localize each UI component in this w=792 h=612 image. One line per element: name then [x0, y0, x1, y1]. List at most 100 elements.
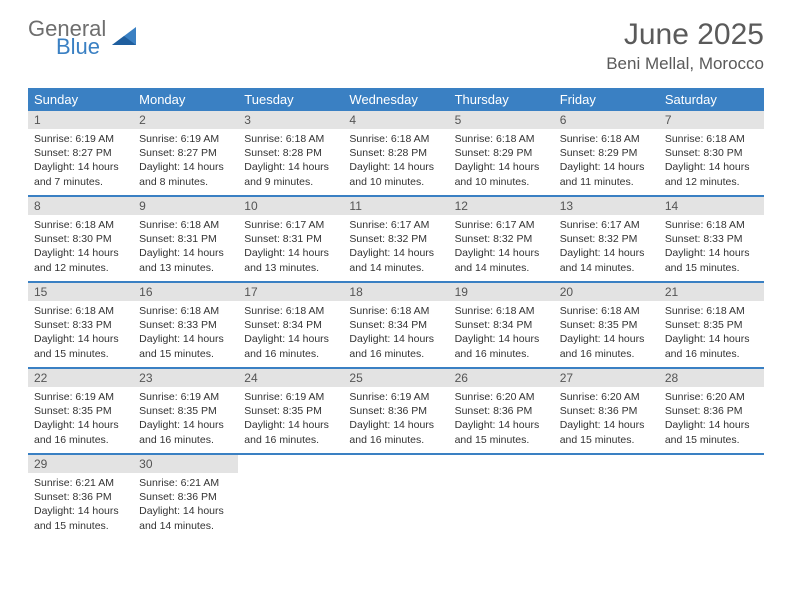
- day-body: Sunrise: 6:18 AMSunset: 8:35 PMDaylight:…: [659, 301, 764, 365]
- day-number: 2: [133, 111, 238, 129]
- sunset-line: Sunset: 8:31 PM: [139, 232, 232, 246]
- day-body: Sunrise: 6:18 AMSunset: 8:34 PMDaylight:…: [238, 301, 343, 365]
- day-number: 22: [28, 369, 133, 387]
- sail-icon: [112, 27, 140, 49]
- sunset-line: Sunset: 8:31 PM: [244, 232, 337, 246]
- day-cell: 21Sunrise: 6:18 AMSunset: 8:35 PMDayligh…: [659, 283, 764, 367]
- day-cell: 15Sunrise: 6:18 AMSunset: 8:33 PMDayligh…: [28, 283, 133, 367]
- day-number: 4: [343, 111, 448, 129]
- daylight-line: Daylight: 14 hours and 14 minutes.: [560, 246, 653, 274]
- day-body: Sunrise: 6:18 AMSunset: 8:31 PMDaylight:…: [133, 215, 238, 279]
- day-body: Sunrise: 6:18 AMSunset: 8:35 PMDaylight:…: [554, 301, 659, 365]
- sunrise-line: Sunrise: 6:19 AM: [349, 390, 442, 404]
- daylight-line: Daylight: 14 hours and 13 minutes.: [139, 246, 232, 274]
- daylight-line: Daylight: 14 hours and 16 minutes.: [244, 332, 337, 360]
- day-number: 9: [133, 197, 238, 215]
- day-body: Sunrise: 6:17 AMSunset: 8:32 PMDaylight:…: [343, 215, 448, 279]
- daylight-line: Daylight: 14 hours and 13 minutes.: [244, 246, 337, 274]
- sunrise-line: Sunrise: 6:17 AM: [244, 218, 337, 232]
- sunrise-line: Sunrise: 6:19 AM: [34, 390, 127, 404]
- day-number: 7: [659, 111, 764, 129]
- sunset-line: Sunset: 8:34 PM: [455, 318, 548, 332]
- day-number: 8: [28, 197, 133, 215]
- day-body: Sunrise: 6:20 AMSunset: 8:36 PMDaylight:…: [554, 387, 659, 451]
- daylight-line: Daylight: 14 hours and 7 minutes.: [34, 160, 127, 188]
- sunrise-line: Sunrise: 6:18 AM: [244, 304, 337, 318]
- sunrise-line: Sunrise: 6:18 AM: [665, 218, 758, 232]
- day-body: Sunrise: 6:18 AMSunset: 8:33 PMDaylight:…: [133, 301, 238, 365]
- day-body: Sunrise: 6:18 AMSunset: 8:30 PMDaylight:…: [659, 129, 764, 193]
- day-cell: 13Sunrise: 6:17 AMSunset: 8:32 PMDayligh…: [554, 197, 659, 281]
- dow-monday: Monday: [133, 88, 238, 111]
- daylight-line: Daylight: 14 hours and 15 minutes.: [34, 332, 127, 360]
- day-number: 5: [449, 111, 554, 129]
- sunrise-line: Sunrise: 6:18 AM: [34, 304, 127, 318]
- day-cell: 2Sunrise: 6:19 AMSunset: 8:27 PMDaylight…: [133, 111, 238, 195]
- day-body: Sunrise: 6:19 AMSunset: 8:27 PMDaylight:…: [133, 129, 238, 193]
- sunset-line: Sunset: 8:32 PM: [455, 232, 548, 246]
- day-cell: 12Sunrise: 6:17 AMSunset: 8:32 PMDayligh…: [449, 197, 554, 281]
- sunrise-line: Sunrise: 6:19 AM: [139, 132, 232, 146]
- sunset-line: Sunset: 8:27 PM: [34, 146, 127, 160]
- sunset-line: Sunset: 8:34 PM: [244, 318, 337, 332]
- week-row: 15Sunrise: 6:18 AMSunset: 8:33 PMDayligh…: [28, 283, 764, 369]
- sunrise-line: Sunrise: 6:18 AM: [349, 132, 442, 146]
- daylight-line: Daylight: 14 hours and 10 minutes.: [455, 160, 548, 188]
- day-number: 6: [554, 111, 659, 129]
- dow-tuesday: Tuesday: [238, 88, 343, 111]
- daylight-line: Daylight: 14 hours and 14 minutes.: [455, 246, 548, 274]
- day-body: Sunrise: 6:21 AMSunset: 8:36 PMDaylight:…: [28, 473, 133, 537]
- day-number: 21: [659, 283, 764, 301]
- day-number: 10: [238, 197, 343, 215]
- day-number: 17: [238, 283, 343, 301]
- sunrise-line: Sunrise: 6:18 AM: [34, 218, 127, 232]
- title-block: June 2025 Beni Mellal, Morocco: [606, 18, 764, 74]
- daylight-line: Daylight: 14 hours and 16 minutes.: [349, 332, 442, 360]
- day-body: Sunrise: 6:19 AMSunset: 8:36 PMDaylight:…: [343, 387, 448, 451]
- daylight-line: Daylight: 14 hours and 11 minutes.: [560, 160, 653, 188]
- daylight-line: Daylight: 14 hours and 15 minutes.: [665, 418, 758, 446]
- week-row: 8Sunrise: 6:18 AMSunset: 8:30 PMDaylight…: [28, 197, 764, 283]
- sunrise-line: Sunrise: 6:19 AM: [244, 390, 337, 404]
- sunset-line: Sunset: 8:35 PM: [244, 404, 337, 418]
- sunset-line: Sunset: 8:34 PM: [349, 318, 442, 332]
- dow-wednesday: Wednesday: [343, 88, 448, 111]
- day-body: Sunrise: 6:17 AMSunset: 8:32 PMDaylight:…: [449, 215, 554, 279]
- daylight-line: Daylight: 14 hours and 10 minutes.: [349, 160, 442, 188]
- sunrise-line: Sunrise: 6:20 AM: [455, 390, 548, 404]
- header: General Blue June 2025 Beni Mellal, Moro…: [0, 0, 792, 82]
- sunrise-line: Sunrise: 6:18 AM: [665, 132, 758, 146]
- day-cell: 8 Sunrise: 6:18 AMSunset: 8:30 PMDaylight…: [28, 197, 133, 281]
- day-cell: 16Sunrise: 6:18 AMSunset: 8:33 PMDayligh…: [133, 283, 238, 367]
- day-number: 16: [133, 283, 238, 301]
- daylight-line: Daylight: 14 hours and 12 minutes.: [665, 160, 758, 188]
- day-number: 13: [554, 197, 659, 215]
- sunrise-line: Sunrise: 6:18 AM: [455, 132, 548, 146]
- sunset-line: Sunset: 8:27 PM: [139, 146, 232, 160]
- daylight-line: Daylight: 14 hours and 12 minutes.: [34, 246, 127, 274]
- day-number: 24: [238, 369, 343, 387]
- day-body: Sunrise: 6:19 AMSunset: 8:35 PMDaylight:…: [238, 387, 343, 451]
- day-cell: 14Sunrise: 6:18 AMSunset: 8:33 PMDayligh…: [659, 197, 764, 281]
- day-body: Sunrise: 6:18 AMSunset: 8:29 PMDaylight:…: [449, 129, 554, 193]
- sunset-line: Sunset: 8:32 PM: [560, 232, 653, 246]
- day-cell: [238, 455, 343, 539]
- sunset-line: Sunset: 8:30 PM: [34, 232, 127, 246]
- daylight-line: Daylight: 14 hours and 16 minutes.: [244, 418, 337, 446]
- day-body: Sunrise: 6:18 AMSunset: 8:33 PMDaylight:…: [659, 215, 764, 279]
- day-cell: 4Sunrise: 6:18 AMSunset: 8:28 PMDaylight…: [343, 111, 448, 195]
- sunrise-line: Sunrise: 6:18 AM: [665, 304, 758, 318]
- sunset-line: Sunset: 8:35 PM: [665, 318, 758, 332]
- weeks-container: 1Sunrise: 6:19 AMSunset: 8:27 PMDaylight…: [28, 111, 764, 539]
- day-cell: 11Sunrise: 6:17 AMSunset: 8:32 PMDayligh…: [343, 197, 448, 281]
- sunrise-line: Sunrise: 6:18 AM: [139, 304, 232, 318]
- sunrise-line: Sunrise: 6:18 AM: [244, 132, 337, 146]
- day-cell: 29Sunrise: 6:21 AMSunset: 8:36 PMDayligh…: [28, 455, 133, 539]
- day-cell: 23Sunrise: 6:19 AMSunset: 8:35 PMDayligh…: [133, 369, 238, 453]
- day-body: Sunrise: 6:21 AMSunset: 8:36 PMDaylight:…: [133, 473, 238, 537]
- sunset-line: Sunset: 8:30 PM: [665, 146, 758, 160]
- sunset-line: Sunset: 8:36 PM: [560, 404, 653, 418]
- day-cell: 27Sunrise: 6:20 AMSunset: 8:36 PMDayligh…: [554, 369, 659, 453]
- day-cell: 24Sunrise: 6:19 AMSunset: 8:35 PMDayligh…: [238, 369, 343, 453]
- sunrise-line: Sunrise: 6:18 AM: [349, 304, 442, 318]
